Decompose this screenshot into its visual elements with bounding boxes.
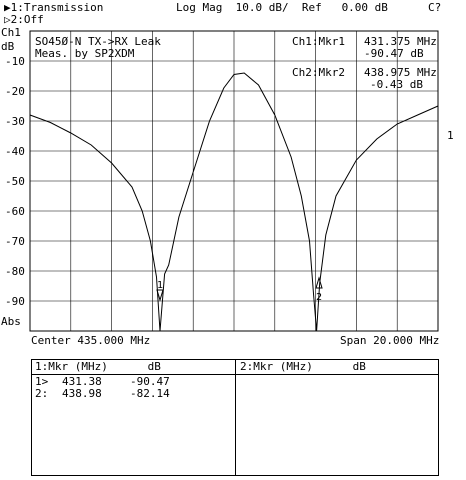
y-tick-label: -90 [5,295,25,308]
unit-label: dB [1,40,15,53]
table-divider [235,360,236,475]
table-row-2-freq: 438.98 [62,387,102,400]
annotation-author: Meas. by SP2XDM [35,47,135,60]
y-tick-label: -70 [5,235,25,248]
y-tick-label: -40 [5,145,25,158]
table-left-header: 1:Mkr (MHz) dB [35,360,161,373]
y-tick-labels: -10 -20 -30 -40 -50 -60 -70 -80 -90 [5,55,25,308]
marker-2-freq: 438.975 MHz [364,66,437,79]
trace-end-flag: 1 [447,129,454,142]
center-frequency: Center 435.000 MHz [31,334,151,347]
marker-1: 1 [156,280,164,302]
status-indicator: C? [428,1,442,14]
marker-1-freq: 431.375 MHz [364,35,437,48]
y-tick-label: -20 [5,85,25,98]
y-tick-label: -50 [5,175,25,188]
table-row-1-freq: 431.38 [62,375,102,388]
marker-2-flag: 2 [316,292,322,303]
plot-frame [29,30,439,332]
format-line: Log Mag 10.0 dB/ Ref 0.00 dB [176,1,388,14]
marker-1-triangle [156,289,164,302]
annotation-title: SO45Ø-N TX->RX Leak [35,35,161,48]
y-tick-label: -10 [5,55,25,68]
table-row-2-db: -82.14 [130,387,170,400]
channel-label: Ch1 [1,26,21,39]
trace-line [29,72,439,332]
y-tick-label: -30 [5,115,25,128]
marker-2-label: Ch2:Mkr2 [292,66,345,79]
channel-2-line: ▷2:Off [4,13,44,26]
abs-label: Abs [1,315,21,328]
y-tick-label: -60 [5,205,25,218]
marker-2-value: -0.43 dB [370,78,423,91]
marker-2: 2 [315,276,323,303]
table-row-1-id: 1> [35,375,49,388]
table-right-header: 2:Mkr (MHz) dB [240,360,366,373]
table-row-1-db: -90.47 [130,375,170,388]
marker-1-flag: 1 [157,280,163,291]
grid [30,31,438,331]
marker-1-value: -90.47 dB [364,47,424,60]
marker-2-triangle [315,276,323,289]
table-row-2-id: 2: [35,387,49,400]
marker-1-label: Ch1:Mkr1 [292,35,345,48]
channel-1-line: ▶1:Transmission [4,1,104,14]
span-frequency: Span 20.000 MHz [340,334,440,347]
marker-table: 1:Mkr (MHz) dB 2:Mkr (MHz) dB 1> 431.38 … [31,359,439,476]
table-header-rule [32,374,438,375]
y-tick-label: -80 [5,265,25,278]
